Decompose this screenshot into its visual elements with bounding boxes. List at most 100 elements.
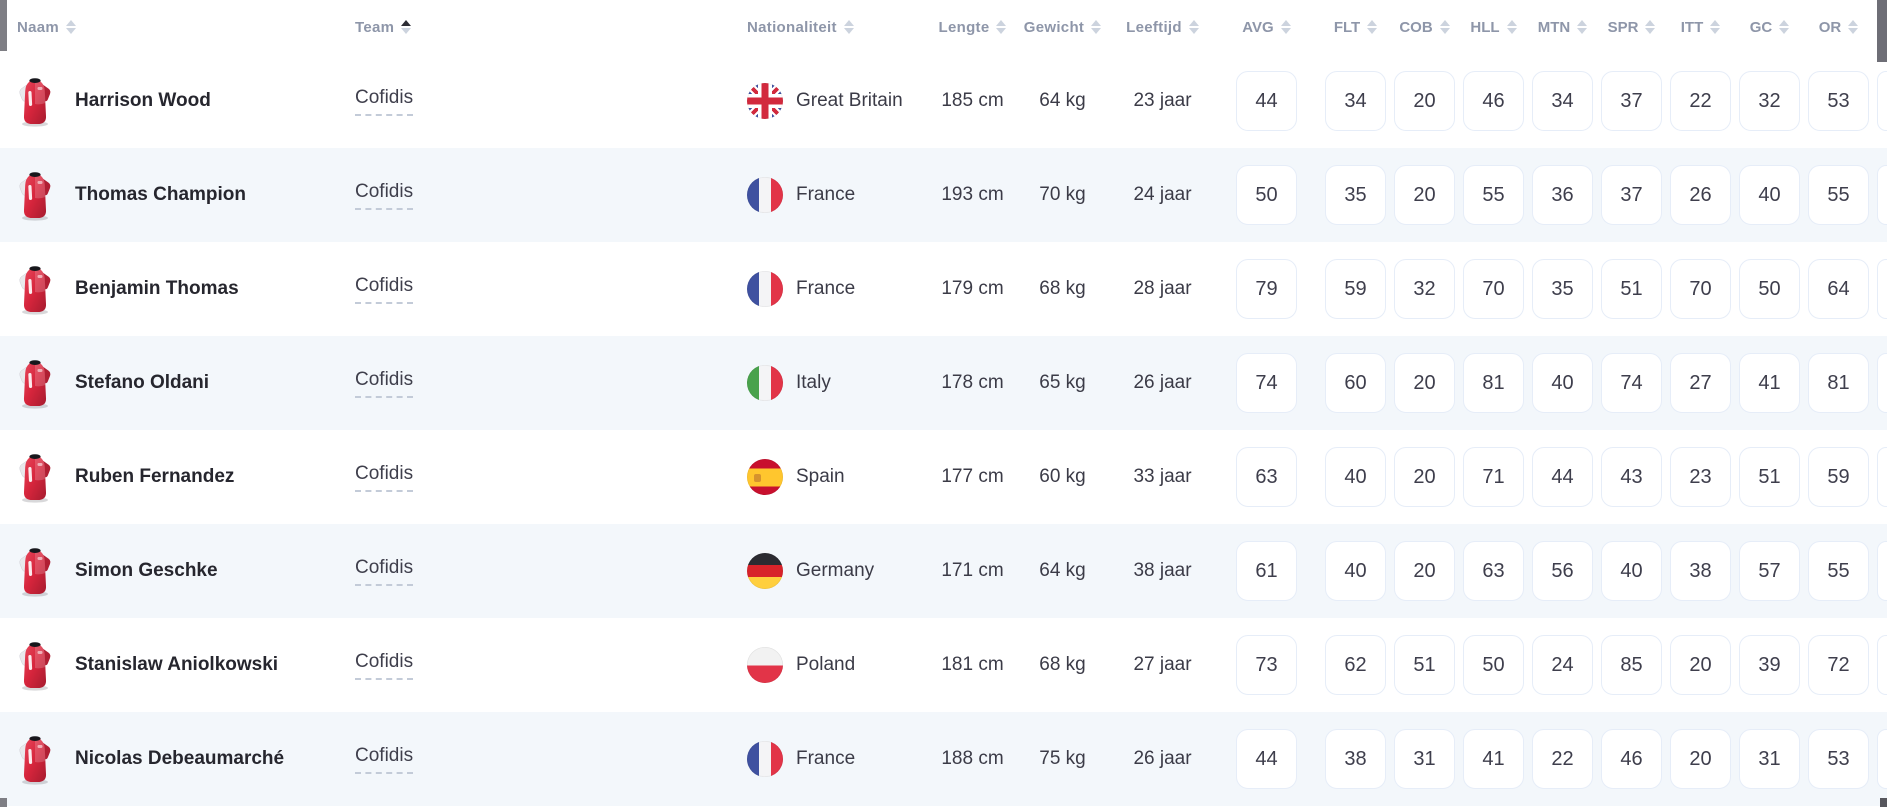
column-header-or[interactable]: OR — [1808, 19, 1869, 36]
weight-value: 64 kg — [1039, 90, 1086, 111]
stats-group: 50 35 20 55 36 37 26 40 55 — [1215, 165, 1887, 225]
stat-cob: 20 — [1394, 447, 1455, 507]
stat-itt: 26 — [1670, 165, 1731, 225]
stats-group: 73 62 51 50 24 85 20 39 72 — [1215, 635, 1887, 695]
sort-icon — [1577, 20, 1588, 34]
rider-row[interactable]: Ruben Fernandez Cofidis Spain 177 cm 60 … — [0, 430, 1887, 524]
rider-name: Stanislaw Aniolkowski — [75, 654, 279, 675]
column-header-cob[interactable]: COB — [1394, 19, 1455, 36]
column-header-hll[interactable]: HLL — [1463, 19, 1524, 36]
nationality-label: Germany — [796, 560, 875, 581]
nationality-label: Italy — [796, 372, 831, 393]
column-label: OR — [1818, 18, 1842, 36]
column-header-team[interactable]: Team — [345, 19, 742, 36]
column-header-avg[interactable]: AVG — [1236, 19, 1297, 36]
stat-cob: 20 — [1394, 71, 1455, 131]
stat-avg: 44 — [1236, 729, 1297, 789]
age-value: 23 jaar — [1133, 90, 1192, 111]
rider-row[interactable]: Stefano Oldani Cofidis Italy 178 cm 65 k… — [0, 336, 1887, 430]
sort-icon — [1506, 20, 1517, 34]
stat-spr: 37 — [1601, 165, 1662, 225]
column-header-leeftijd[interactable]: Leeftijd — [1110, 19, 1215, 36]
column-header-flt[interactable]: FLT — [1325, 19, 1386, 36]
sort-icon — [1439, 20, 1450, 34]
rider-row[interactable]: Nicolas Debeaumarché Cofidis France 188 … — [0, 712, 1887, 806]
left-scrollbar-thumb[interactable] — [0, 0, 7, 51]
column-header-naam[interactable]: Naam — [0, 19, 345, 36]
sort-icon — [1280, 20, 1291, 34]
weight-value: 64 kg — [1039, 560, 1086, 581]
rider-row[interactable]: Benjamin Thomas Cofidis France 179 cm 68… — [0, 242, 1887, 336]
team-link[interactable]: Cofidis — [355, 181, 414, 210]
stat-spr: 46 — [1601, 729, 1662, 789]
team-link[interactable]: Cofidis — [355, 463, 414, 492]
stat-avg: 61 — [1236, 541, 1297, 601]
column-label: Gewicht — [1023, 18, 1085, 36]
left-scrollbar-end[interactable] — [0, 798, 7, 807]
age-value: 27 jaar — [1133, 654, 1192, 675]
stat-box-clipped — [1877, 259, 1887, 319]
weight-value: 68 kg — [1039, 654, 1086, 675]
flag-icon — [747, 459, 783, 495]
stat-box-clipped — [1877, 353, 1887, 413]
stats-group: 44 34 20 46 34 37 22 32 53 — [1215, 71, 1887, 131]
rider-row[interactable]: Thomas Champion Cofidis France 193 cm 70… — [0, 148, 1887, 242]
stat-spr: 74 — [1601, 353, 1662, 413]
stat-gc: 50 — [1739, 259, 1800, 319]
stat-avg: 44 — [1236, 71, 1297, 131]
stat-cob: 31 — [1394, 729, 1455, 789]
team-link[interactable]: Cofidis — [355, 651, 414, 680]
stats-group: 44 38 31 41 22 46 20 31 53 — [1215, 729, 1887, 789]
right-scrollbar-thumb[interactable] — [1877, 0, 1887, 62]
flag-icon — [747, 83, 783, 119]
column-header-lengte[interactable]: Lengte — [930, 19, 1015, 36]
rider-row[interactable]: Harrison Wood Cofidis Great Britain 185 … — [0, 54, 1887, 148]
rider-name: Stefano Oldani — [75, 372, 210, 393]
column-label: SPR — [1607, 18, 1639, 36]
right-scrollbar-end[interactable] — [1880, 798, 1887, 807]
sort-icon — [843, 20, 854, 34]
rider-row[interactable]: Stanislaw Aniolkowski Cofidis Poland 181… — [0, 618, 1887, 712]
team-link[interactable]: Cofidis — [355, 275, 414, 304]
team-jersey-icon — [19, 77, 51, 127]
team-link[interactable]: Cofidis — [355, 557, 414, 586]
stat-box-clipped — [1877, 541, 1887, 601]
stat-hll: 70 — [1463, 259, 1524, 319]
stats-group: 74 60 20 81 40 74 27 41 81 — [1215, 353, 1887, 413]
stat-spr: 40 — [1601, 541, 1662, 601]
stat-hll: 63 — [1463, 541, 1524, 601]
height-value: 185 cm — [941, 90, 1004, 111]
rider-name: Nicolas Debeaumarché — [75, 748, 285, 769]
column-header-mtn[interactable]: MTN — [1532, 19, 1593, 36]
stat-or: 55 — [1808, 165, 1869, 225]
weight-value: 65 kg — [1039, 372, 1086, 393]
column-header-gc[interactable]: GC — [1739, 19, 1800, 36]
flag-icon — [747, 271, 783, 307]
column-header-itt[interactable]: ITT — [1670, 19, 1731, 36]
column-label: Nationaliteit — [747, 18, 837, 36]
column-label: HLL — [1470, 18, 1500, 36]
team-link[interactable]: Cofidis — [355, 87, 414, 116]
nationality-label: France — [796, 748, 856, 769]
team-jersey-icon — [19, 453, 51, 503]
stat-gc: 32 — [1739, 71, 1800, 131]
stat-mtn: 35 — [1532, 259, 1593, 319]
stat-cob: 20 — [1394, 541, 1455, 601]
stat-avg: 73 — [1236, 635, 1297, 695]
flag-icon — [747, 365, 783, 401]
team-jersey-icon — [19, 265, 51, 315]
stat-itt: 23 — [1670, 447, 1731, 507]
team-link[interactable]: Cofidis — [355, 369, 414, 398]
column-label: MTN — [1537, 18, 1571, 36]
stats-group: 61 40 20 63 56 40 38 57 55 — [1215, 541, 1887, 601]
stat-flt: 34 — [1325, 71, 1386, 131]
team-link[interactable]: Cofidis — [355, 745, 414, 774]
stat-itt: 22 — [1670, 71, 1731, 131]
column-header-gewicht[interactable]: Gewicht — [1015, 19, 1110, 36]
age-value: 26 jaar — [1133, 372, 1192, 393]
column-header-spr[interactable]: SPR — [1601, 19, 1662, 36]
height-value: 179 cm — [941, 278, 1004, 299]
column-header-nationaliteit[interactable]: Nationaliteit — [742, 19, 930, 36]
table-header-row: Naam Team Nationaliteit Lengte Gewicht L… — [0, 0, 1887, 54]
rider-row[interactable]: Simon Geschke Cofidis Germany 171 cm 64 … — [0, 524, 1887, 618]
